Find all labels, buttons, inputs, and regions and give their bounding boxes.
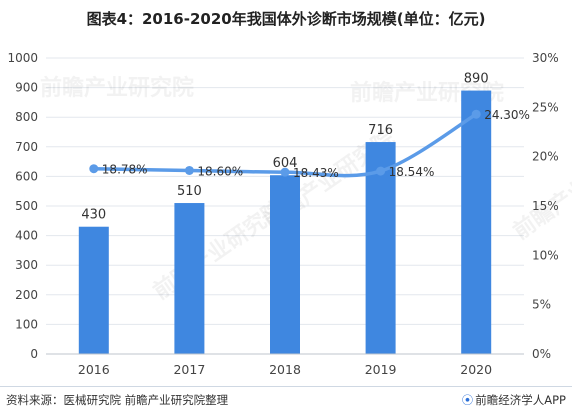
y-left-tick-label: 500	[15, 199, 38, 213]
brand-logo-icon: ⦿	[461, 393, 474, 407]
bars	[78, 90, 492, 354]
rate-value-label: 18.60%	[197, 164, 243, 178]
source-text: 资料来源：医械研究院 前瞻产业研究院整理	[6, 393, 229, 407]
bar-value-label: 604	[273, 156, 298, 171]
x-tick-label: 2020	[460, 362, 492, 377]
y-right-tick-label: 15%	[532, 199, 559, 213]
y-left-tick-label: 200	[15, 288, 38, 302]
y-left-tick-label: 900	[15, 81, 38, 95]
bar-2017	[174, 203, 205, 354]
data-labels: 430 510 604 716 890 18.78% 18.60% 18.43% 18.54% 2…	[81, 72, 530, 223]
x-tick-label: 2016	[78, 362, 110, 377]
y-left-tick-label: 400	[15, 229, 38, 243]
y-left-tick-label: 1000	[7, 51, 38, 65]
y-right-tick-label: 10%	[532, 248, 559, 262]
bar-value-label: 716	[368, 123, 393, 138]
chart-title: 图表4：2016-2020年我国体外诊断市场规模(单位：亿元)	[86, 10, 486, 28]
bar-2020	[461, 90, 492, 354]
bar-2016	[78, 226, 109, 354]
y-right-tick-label: 30%	[532, 51, 559, 65]
y-left-tick-label: 300	[15, 258, 38, 272]
x-tick-label: 2017	[173, 362, 205, 377]
y-left-tick-label: 700	[15, 140, 38, 154]
y-right-tick-label: 20%	[532, 150, 559, 164]
bar-2019	[365, 142, 396, 354]
footer-divider	[0, 386, 572, 387]
rate-point-2019	[376, 166, 386, 176]
axes: 0 100 200 300 400 500 600 700 800 900 1000 0% 5% 10% 1…	[7, 51, 558, 377]
rate-value-label: 18.78%	[102, 163, 148, 177]
rate-point-2018	[280, 167, 290, 177]
rate-value-label: 18.54%	[389, 165, 435, 179]
watermark-text: 前瞻产业研究院	[40, 75, 194, 101]
rate-point-2017	[184, 165, 194, 175]
rate-point-2020	[471, 109, 481, 119]
brand-credit: ⦿ 前瞻经济学人APP	[462, 392, 566, 408]
x-tick-label: 2019	[365, 362, 397, 377]
y-right-tick-label: 5%	[532, 298, 551, 312]
rate-line-series	[89, 109, 481, 178]
rate-value-label: 18.43%	[293, 166, 339, 180]
rate-value-label: 24.30%	[484, 108, 530, 122]
y-left-tick-label: 100	[15, 317, 38, 331]
bar-value-label: 890	[464, 72, 489, 87]
bar-value-label: 430	[81, 208, 106, 223]
bar-2018	[270, 175, 300, 354]
x-tick-label: 2018	[269, 362, 301, 377]
bar-value-label: 510	[177, 184, 202, 199]
brand-text: 前瞻经济学人APP	[475, 393, 566, 407]
y-left-tick-label: 600	[15, 169, 38, 183]
y-right-tick-label: 25%	[532, 100, 559, 114]
y-right-tick-label: 0%	[532, 347, 551, 361]
y-left-tick-label: 800	[15, 110, 38, 124]
y-left-tick-label: 0	[30, 347, 38, 361]
rate-point-2016	[89, 164, 99, 174]
